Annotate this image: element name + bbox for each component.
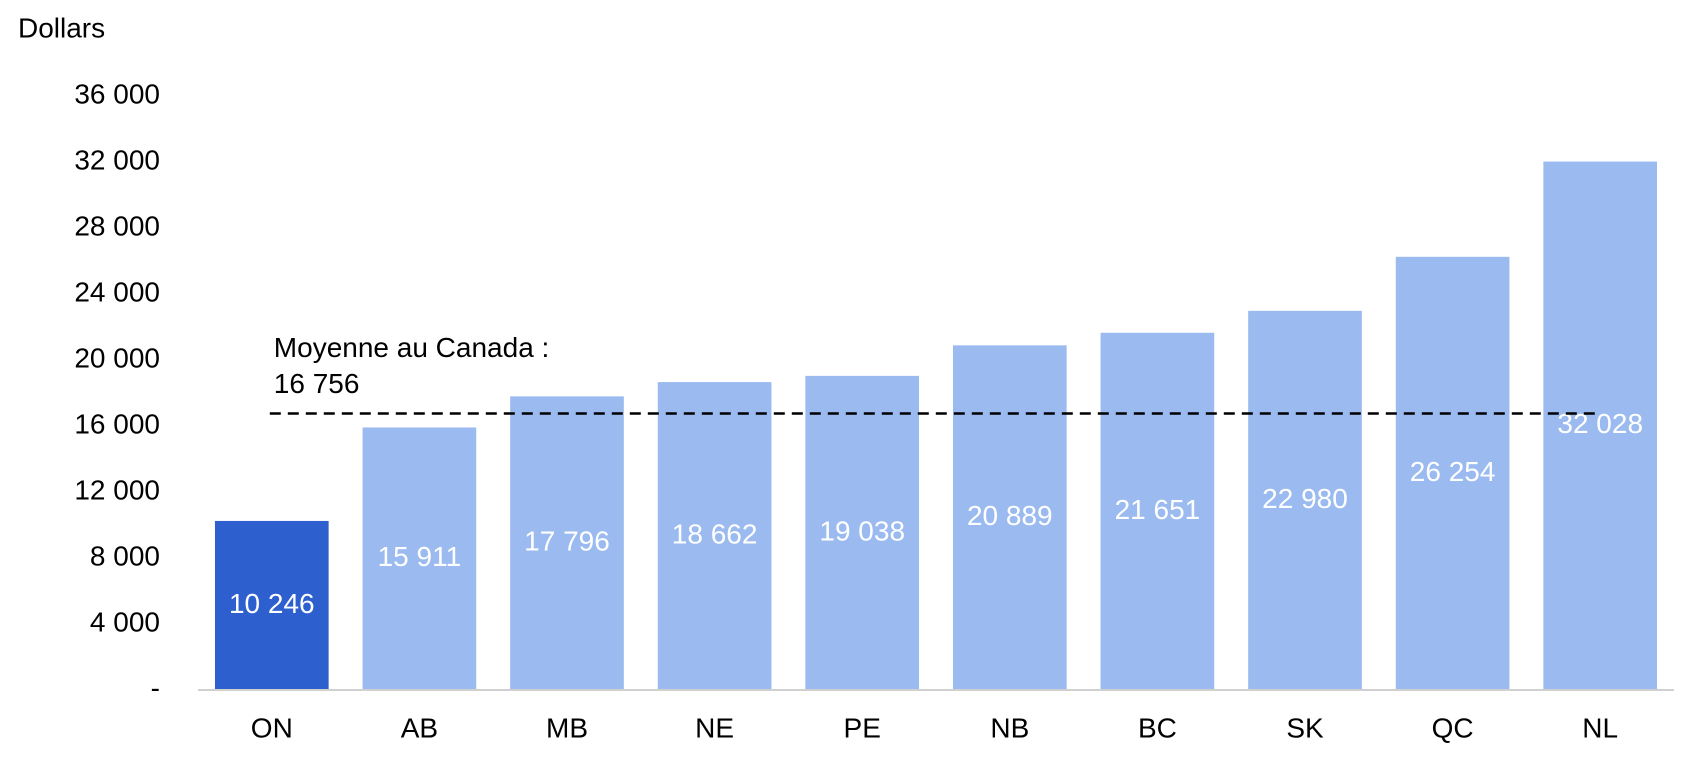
average-label: Moyenne au Canada : [274, 332, 550, 363]
y-axis-label: Dollars [18, 12, 105, 43]
bar [952, 345, 1067, 690]
y-tick-label: 28 000 [74, 210, 160, 241]
value-label: 17 796 [524, 526, 610, 557]
value-label: 19 038 [819, 515, 905, 546]
x-tick-label: QC [1432, 712, 1474, 743]
bar [657, 382, 772, 690]
x-tick-label: NE [695, 712, 734, 743]
y-tick-label: 24 000 [74, 276, 160, 307]
bar [214, 520, 329, 690]
bar [510, 396, 624, 690]
x-tick-label: MB [546, 712, 588, 743]
value-label: 22 980 [1262, 483, 1348, 514]
value-label: 15 911 [378, 541, 462, 572]
y-tick-label: 12 000 [74, 474, 160, 505]
x-tick-label: SK [1286, 712, 1324, 743]
y-tick-label: 16 000 [74, 408, 160, 439]
value-label: 21 651 [1115, 494, 1201, 525]
x-tick-label: AB [401, 712, 438, 743]
bar [1395, 256, 1510, 690]
x-tick-label: PE [844, 712, 881, 743]
y-tick-label: 4 000 [90, 606, 160, 637]
bar [1543, 161, 1658, 691]
y-tick-label: 36 000 [74, 78, 160, 109]
y-tick-label: 20 000 [74, 342, 160, 373]
bar [1100, 332, 1215, 690]
bar [362, 427, 477, 690]
x-tick-label: ON [251, 712, 293, 743]
x-tick-label: NL [1582, 712, 1618, 743]
value-label: 20 889 [967, 500, 1053, 531]
value-label: 26 254 [1410, 456, 1496, 487]
value-label: 10 246 [229, 588, 315, 619]
x-tick-label: BC [1138, 712, 1177, 743]
y-tick-label: 32 000 [74, 144, 160, 175]
value-label: 18 662 [672, 518, 758, 549]
bar [805, 375, 920, 690]
y-tick-label: 8 000 [90, 540, 160, 571]
bar [1248, 310, 1362, 690]
average-label: 16 756 [274, 368, 360, 399]
y-tick-label: - [151, 672, 160, 703]
x-tick-label: NB [990, 712, 1029, 743]
